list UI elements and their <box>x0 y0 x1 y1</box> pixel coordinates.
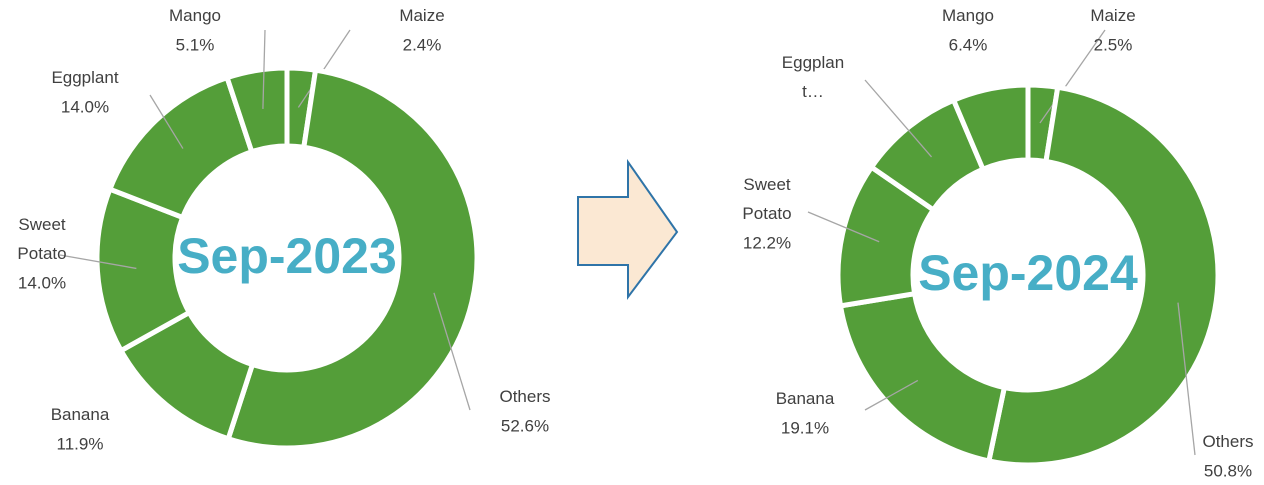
slice <box>223 65 290 155</box>
leader-line <box>1177 302 1196 456</box>
data-label-name: Sweet Potato <box>742 175 791 223</box>
center-title: Sep-2023 <box>177 228 397 284</box>
data-label-value: 52.6% <box>501 416 549 435</box>
slice <box>985 84 1221 468</box>
label-line: Sweet <box>743 175 791 194</box>
data-label-value: 14.0% <box>18 273 66 292</box>
label-line: t… <box>802 82 824 101</box>
label-line: Eggplant <box>51 68 118 87</box>
label-line: Banana <box>776 389 835 408</box>
label-line: Mango <box>942 6 994 25</box>
data-label-name: Banana <box>776 389 835 408</box>
data-label-name: Maize <box>1090 6 1135 25</box>
label-line: Eggplan <box>782 53 844 72</box>
data-label-name: Mango <box>169 6 221 25</box>
data-label-name: Eggplan t… <box>782 53 844 101</box>
data-label-value: 5.1% <box>176 35 215 54</box>
label-line: Maize <box>399 6 444 25</box>
label-line: Others <box>1202 432 1253 451</box>
data-label-value: 50.8% <box>1204 461 1252 480</box>
data-label-name: Others <box>499 387 550 406</box>
leader-line <box>149 94 184 149</box>
label-line: Mango <box>169 6 221 25</box>
leader-line <box>807 211 880 243</box>
label-line: Potato <box>17 244 66 263</box>
label-line: Sweet <box>18 215 66 234</box>
arrow <box>577 158 679 300</box>
data-label-name: Mango <box>942 6 994 25</box>
leader-line <box>433 292 471 411</box>
data-label-value: 19.1% <box>781 418 829 437</box>
data-label-name: Maize <box>399 6 444 25</box>
leader-line <box>1039 29 1106 124</box>
slice <box>106 74 255 221</box>
slice <box>225 67 480 451</box>
label-line: Banana <box>51 405 110 424</box>
data-label-value: 11.9% <box>57 434 104 453</box>
slice <box>837 290 1008 464</box>
leader-line <box>864 379 919 411</box>
data-label-value: 6.4% <box>949 35 988 54</box>
leader-line <box>864 79 933 158</box>
data-label-name: Sweet Potato <box>17 215 66 263</box>
data-label-name: Banana <box>51 405 110 424</box>
slice <box>950 82 1031 173</box>
leader-line <box>297 29 351 108</box>
leader-line <box>262 29 266 109</box>
leader-line <box>59 254 137 270</box>
data-label-name: Others <box>1202 432 1253 451</box>
data-label-value: 2.4% <box>403 35 442 54</box>
label-line: Others <box>499 387 550 406</box>
center-title: Sep-2024 <box>918 245 1138 301</box>
label-line: Potato <box>742 204 791 223</box>
data-label-name: Eggplant <box>51 68 118 87</box>
label-line: Maize <box>1090 6 1135 25</box>
data-label-value: 12.2% <box>743 233 791 252</box>
data-label-value: 2.5% <box>1094 35 1133 54</box>
data-label-value: 14.0% <box>61 97 109 116</box>
